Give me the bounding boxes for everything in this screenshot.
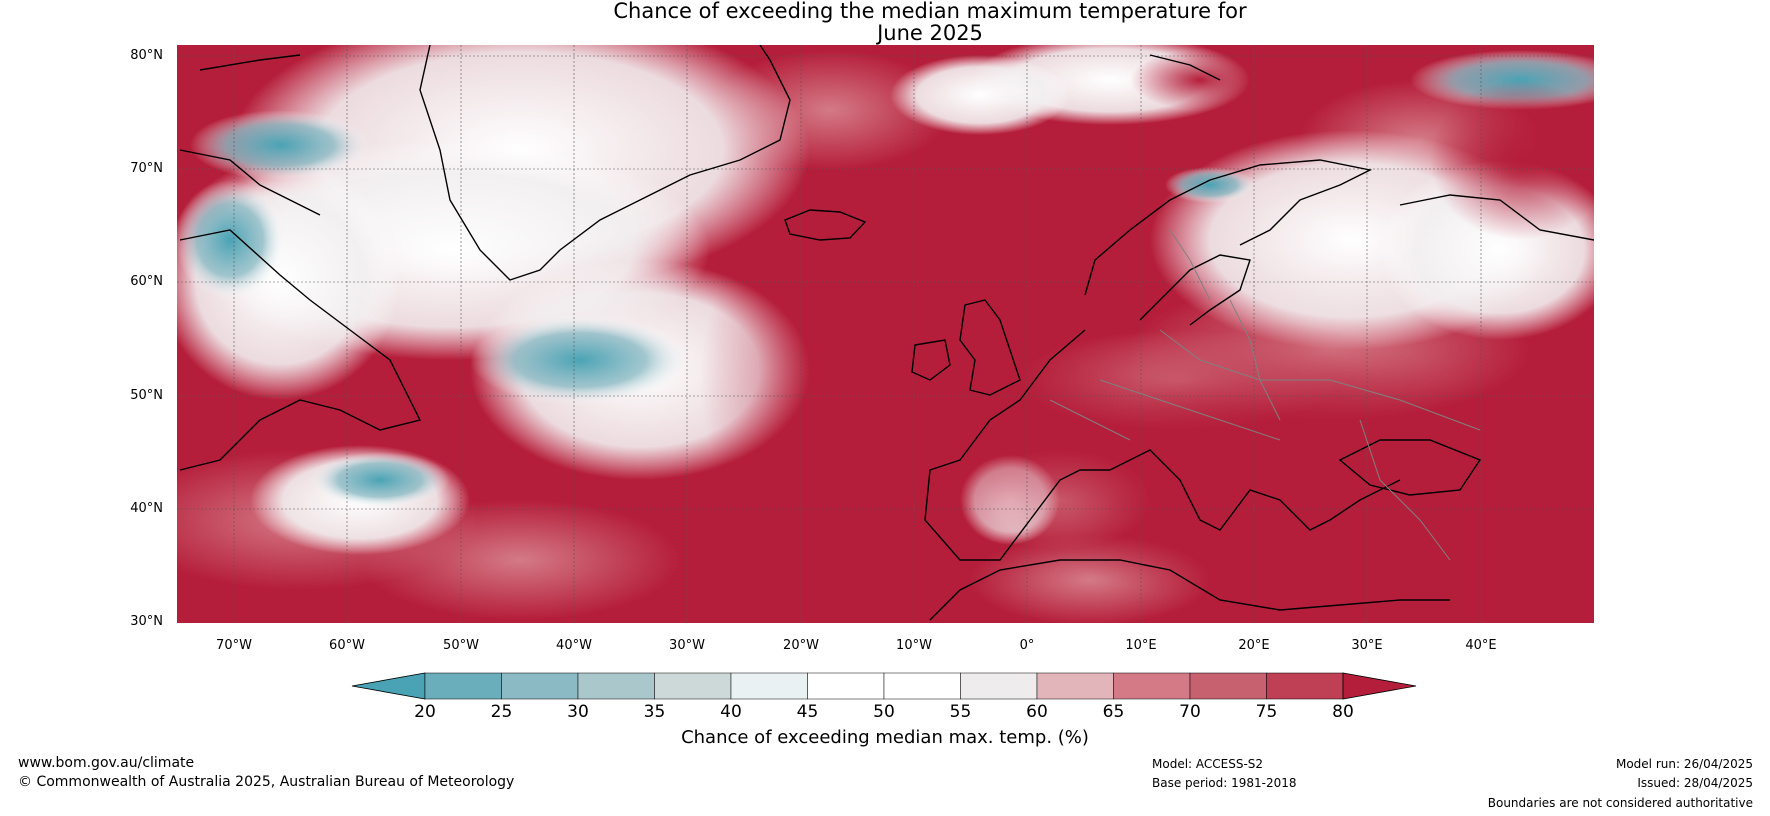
colorbar-tick-label: 35 — [643, 702, 666, 722]
coast-baffin — [179, 54, 321, 216]
chart-title: Chance of exceeding the median maximum t… — [0, 0, 1770, 44]
colorbar-tick-label: 65 — [1102, 702, 1125, 722]
colorbar-tick-label: 70 — [1179, 702, 1201, 722]
colorbar-tick-label: 40 — [720, 702, 742, 722]
coast-russia — [1149, 54, 1594, 241]
graticule — [177, 45, 1594, 623]
title-line-2: June 2025 — [877, 21, 983, 45]
colorbar-tick-label: 80 — [1332, 702, 1354, 722]
colorbar-segment — [883, 672, 961, 700]
colorbar-segment — [1036, 672, 1114, 700]
colorbar-segment — [654, 672, 732, 700]
lon-label-20w: 20°W — [783, 638, 819, 653]
lon-label-40w: 40°W — [556, 638, 592, 653]
colorbar-label: Chance of exceeding median max. temp. (%… — [681, 727, 1089, 748]
colorbar-tick-label: 20 — [414, 702, 436, 722]
lon-label-20e: 20°E — [1238, 638, 1270, 653]
lon-label-0: 0° — [1019, 638, 1035, 653]
colorbar-segment — [807, 672, 885, 700]
colorbar-segment — [1189, 672, 1267, 700]
base-period-text: Base period: 1981-2018 — [1152, 776, 1297, 790]
colorbar-segment — [1113, 672, 1191, 700]
coast-ireland — [911, 339, 951, 381]
colorbar-tick-label: 50 — [873, 702, 895, 722]
lat-label-30n: 30°N — [130, 614, 163, 629]
lon-label-30w: 30°W — [669, 638, 705, 653]
coast-greenland — [419, 45, 791, 281]
colorbar-tick-label: 30 — [567, 702, 589, 722]
colorbar-tick-label: 55 — [949, 702, 972, 722]
lat-label-60n: 60°N — [130, 274, 163, 289]
disclaimer-text: Boundaries are not considered authoritat… — [1487, 796, 1753, 810]
lon-label-60w: 60°W — [329, 638, 365, 653]
map-field — [177, 45, 1594, 623]
country-borders — [1049, 229, 1481, 561]
model-run-text: Model run: 26/04/2025 — [1615, 757, 1753, 771]
lat-label-40n: 40°N — [130, 501, 163, 516]
colorbar-tick-label: 25 — [490, 702, 513, 722]
coast-france-iberia — [924, 329, 1110, 561]
lon-label-50w: 50°W — [443, 638, 479, 653]
model-text: Model: ACCESS-S2 — [1152, 757, 1264, 771]
colorbar-extend-high — [1342, 672, 1417, 700]
coast-italy-balkans — [1109, 449, 1401, 531]
colorbar-segment — [501, 672, 579, 700]
coast-north-africa — [929, 559, 1450, 621]
coast-britain — [959, 299, 1021, 396]
colorbar-tick-label: 45 — [796, 702, 819, 722]
colorbar-segment — [577, 672, 655, 700]
lon-label-40e: 40°E — [1465, 638, 1497, 653]
colorbar-segment — [424, 672, 502, 700]
coast-norway — [1084, 159, 1373, 296]
colorbar-segment — [1266, 672, 1344, 700]
lon-label-10w: 10°W — [896, 638, 932, 653]
colorbar — [351, 672, 1417, 700]
copyright-text: © Commonwealth of Australia 2025, Austra… — [18, 774, 515, 790]
colorbar-extend-low — [351, 672, 426, 700]
colorbar-segment — [730, 672, 808, 700]
lat-label-70n: 70°N — [130, 161, 163, 176]
coastlines — [179, 45, 1594, 621]
lon-label-10e: 10°E — [1125, 638, 1157, 653]
lon-label-30e: 30°E — [1351, 638, 1383, 653]
lat-label-50n: 50°N — [130, 388, 163, 403]
coast-iceland — [784, 209, 867, 241]
website-text: www.bom.gov.au/climate — [18, 755, 195, 771]
coast-baltic — [1139, 254, 1251, 326]
coast-labrador — [179, 229, 422, 471]
colorbar-tick-label: 75 — [1255, 702, 1278, 722]
colorbar-tick-label: 60 — [1026, 702, 1048, 722]
colorbar-segment — [960, 672, 1038, 700]
lat-label-80n: 80°N — [130, 48, 163, 63]
lon-label-70w: 70°W — [216, 638, 252, 653]
title-line-1: Chance of exceeding the median maximum t… — [613, 0, 1247, 23]
issued-text: Issued: 28/04/2025 — [1637, 776, 1753, 790]
colorbar-segments — [351, 672, 1417, 700]
coast-black-sea — [1338, 439, 1482, 496]
